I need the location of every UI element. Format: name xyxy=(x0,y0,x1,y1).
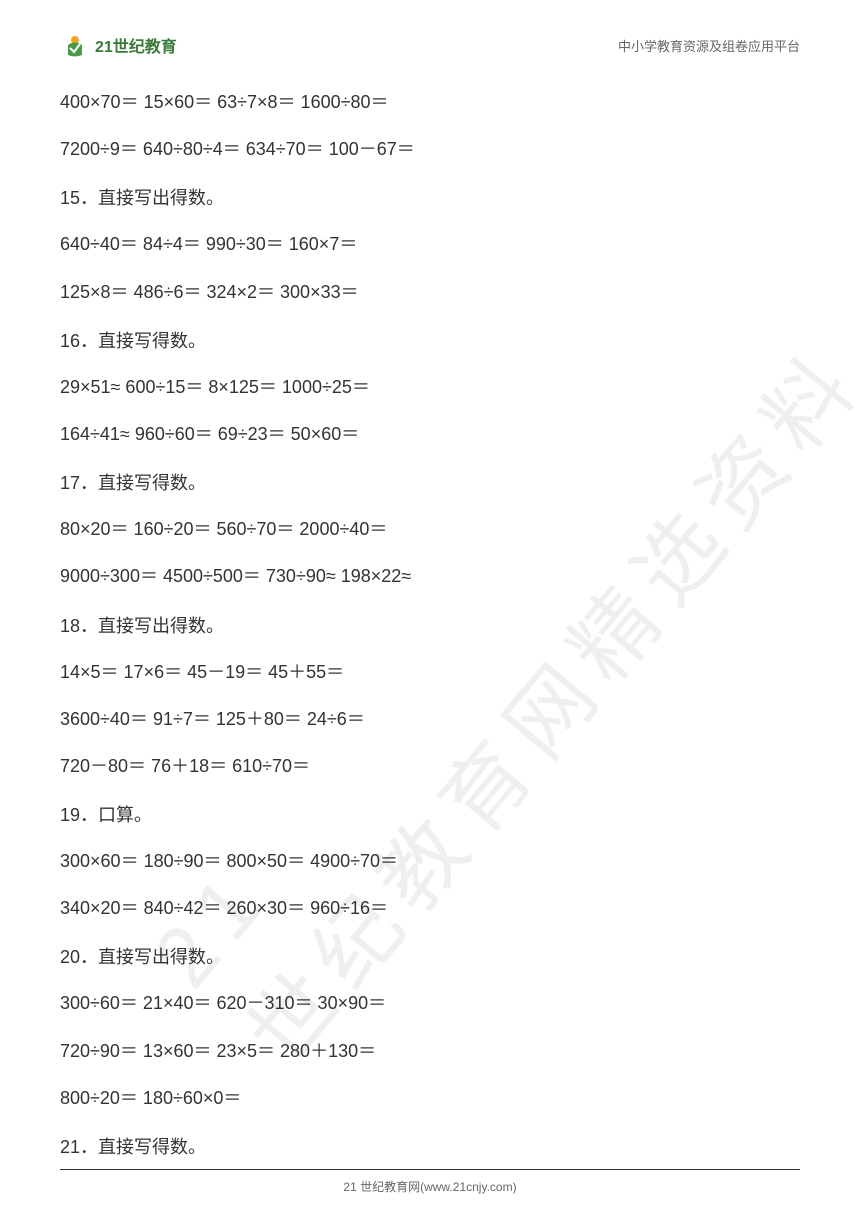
problem-row: 640÷40＝ 84÷4＝ 990÷30＝ 160×7＝ xyxy=(60,232,800,257)
section-title: 20．直接写出得数。 xyxy=(60,943,800,969)
problem-row: 164÷41≈ 960÷60＝ 69÷23＝ 50×60＝ xyxy=(60,422,800,447)
section-title: 21．直接写得数。 xyxy=(60,1133,800,1159)
problem-row: 14×5＝ 17×6＝ 45－19＝ 45＋55＝ xyxy=(60,660,800,685)
section-title: 18．直接写出得数。 xyxy=(60,612,800,638)
problem-row: 9000÷300＝ 4500÷500＝ 730÷90≈ 198×22≈ xyxy=(60,564,800,589)
problem-row: 80×20＝ 160÷20＝ 560÷70＝ 2000÷40＝ xyxy=(60,517,800,542)
section-title: 17．直接写得数。 xyxy=(60,469,800,495)
logo-text: 21世纪教育 xyxy=(95,33,177,57)
section-title: 19．口算。 xyxy=(60,801,800,827)
header-right-text: 中小学教育资源及组卷应用平台 xyxy=(618,36,800,55)
problem-row: 125×8＝ 486÷6＝ 324×2＝ 300×33＝ xyxy=(60,280,800,305)
section-title: 15．直接写出得数。 xyxy=(60,184,800,210)
problem-row: 340×20＝ 840÷42＝ 260×30＝ 960÷16＝ xyxy=(60,896,800,921)
problem-row: 300×60＝ 180÷90＝ 800×50＝ 4900÷70＝ xyxy=(60,849,800,874)
logo-icon xyxy=(60,30,90,60)
logo: 21世纪教育 xyxy=(60,30,177,60)
page-header: 21世纪教育 中小学教育资源及组卷应用平台 xyxy=(0,0,860,70)
problem-row: 800÷20＝ 180÷60×0＝ xyxy=(60,1086,800,1111)
problem-row: 720÷90＝ 13×60＝ 23×5＝ 280＋130＝ xyxy=(60,1039,800,1064)
worksheet-content: 400×70＝ 15×60＝ 63÷7×8＝ 1600÷80＝ 7200÷9＝ … xyxy=(0,70,860,1221)
problem-row: 720－80＝ 76＋18＝ 610÷70＝ xyxy=(60,754,800,779)
problem-row: 400×70＝ 15×60＝ 63÷7×8＝ 1600÷80＝ xyxy=(60,90,800,115)
problem-row: 3600÷40＝ 91÷7＝ 125＋80＝ 24÷6＝ xyxy=(60,707,800,732)
problem-row: 300÷60＝ 21×40＝ 620－310＝ 30×90＝ xyxy=(60,991,800,1016)
section-title: 16．直接写得数。 xyxy=(60,327,800,353)
problem-row: 7200÷9＝ 640÷80÷4＝ 634÷70＝ 100－67＝ xyxy=(60,137,800,162)
problem-row: 29×51≈ 600÷15＝ 8×125＝ 1000÷25＝ xyxy=(60,375,800,400)
